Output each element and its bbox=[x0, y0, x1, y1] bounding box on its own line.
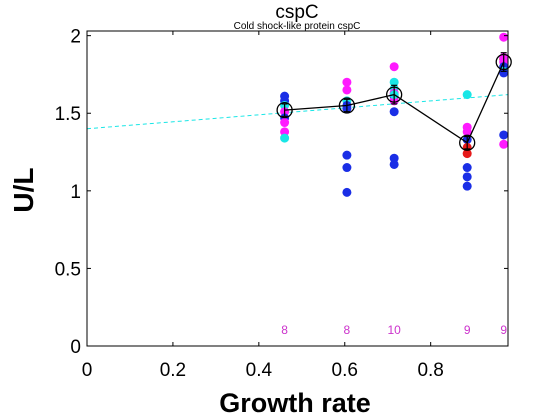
y-axis-label: U/L bbox=[8, 167, 39, 212]
data-point bbox=[280, 133, 290, 143]
mean-marker bbox=[459, 134, 476, 151]
x-tick-label: 0 bbox=[82, 360, 93, 381]
data-point bbox=[342, 85, 352, 95]
data-point bbox=[462, 127, 472, 137]
y-tick-label: 0.5 bbox=[55, 259, 81, 280]
plot-frame bbox=[86, 30, 509, 347]
x-tick-label: 0.6 bbox=[332, 360, 358, 381]
data-point bbox=[342, 150, 352, 160]
mean-marker bbox=[386, 86, 403, 103]
data-point bbox=[499, 139, 509, 149]
data-point bbox=[499, 68, 509, 78]
x-tick-label: 0.2 bbox=[160, 360, 186, 381]
y-tick-label: 1.5 bbox=[55, 104, 81, 125]
data-point bbox=[342, 77, 352, 87]
x-tick-label: 0.8 bbox=[417, 360, 443, 381]
data-point bbox=[462, 163, 472, 173]
mean-marker bbox=[276, 101, 293, 119]
data-point bbox=[280, 127, 290, 137]
y-tick-label: 1 bbox=[70, 182, 81, 203]
data-point bbox=[389, 107, 399, 117]
data-point bbox=[280, 118, 290, 128]
data-point bbox=[462, 172, 472, 182]
mean-marker bbox=[495, 53, 512, 71]
data-point bbox=[389, 77, 399, 87]
count-label: 8 bbox=[344, 323, 351, 337]
mean-marker bbox=[338, 97, 356, 114]
data-point bbox=[462, 90, 472, 100]
y-tick-label: 0 bbox=[70, 337, 81, 358]
data-point bbox=[462, 149, 472, 159]
chart-subtitle: Cold shock-like protein cspC bbox=[234, 21, 361, 32]
data-point bbox=[389, 62, 399, 72]
count-label: 9 bbox=[464, 323, 471, 337]
x-axis-label: Growth rate bbox=[219, 388, 371, 418]
data-point bbox=[499, 130, 509, 140]
data-point bbox=[462, 181, 472, 191]
trend-line bbox=[86, 94, 509, 130]
chart-title: cspC bbox=[275, 2, 318, 23]
data-point bbox=[342, 187, 352, 197]
count-label: 9 bbox=[500, 323, 507, 337]
data-point bbox=[389, 153, 399, 163]
data-point bbox=[342, 163, 352, 173]
x-tick-label: 0.4 bbox=[246, 360, 273, 381]
y-tick-label: 2 bbox=[70, 27, 81, 48]
count-label: 8 bbox=[281, 323, 288, 337]
data-point bbox=[499, 32, 509, 42]
count-label: 10 bbox=[387, 323, 401, 337]
data-point bbox=[389, 159, 399, 169]
